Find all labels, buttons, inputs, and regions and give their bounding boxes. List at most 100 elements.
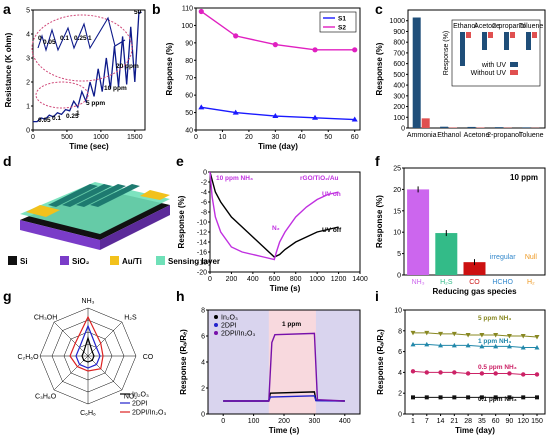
radar-axis-label: NO₂ (124, 394, 138, 401)
data-point (520, 334, 526, 339)
legend-swatch (156, 256, 165, 265)
radar-axis (53, 355, 89, 391)
legend-swatch (214, 331, 218, 335)
data-point (452, 370, 457, 375)
y-tick-label: -8 (201, 210, 207, 217)
legend-swatch (214, 315, 218, 319)
x-tick-label: 100 (248, 418, 260, 425)
electrode-finger (90, 184, 140, 207)
y-tick-label: 90 (185, 40, 193, 47)
legend-label: with UV (481, 62, 506, 69)
radar-axis-label: CO (143, 354, 154, 361)
y-tick-label: -6 (201, 200, 207, 207)
y-axis-label: Response (Rₐ/Rₑ) (179, 329, 188, 395)
panel-label-d: d (3, 153, 12, 169)
y-tick-label: 10 (393, 230, 401, 237)
category-label: H₂S (440, 279, 453, 286)
x-tick-label: 600 (268, 276, 280, 283)
y-tick-label: 8 (201, 308, 205, 315)
y-tick-label: 60 (185, 93, 193, 100)
legend-label: Si (20, 257, 28, 266)
y-tick-label: 0 (401, 126, 405, 133)
curve-annotation: N₂ (272, 225, 280, 232)
y-tick-label: -4 (201, 190, 207, 197)
series-label: 0.1 ppm NH₃ (478, 396, 517, 403)
category-label: Ammonia (407, 132, 437, 139)
panel-label-e: e (176, 153, 184, 169)
inset-category: Acetone (474, 23, 500, 30)
legend-label: 2DPI (132, 401, 148, 408)
y-tick-label: 20 (393, 187, 401, 194)
series-line-UV on (209, 171, 339, 261)
radar-axis-label: C₆H₆ (80, 410, 96, 417)
y-tick-label: 500 (393, 72, 405, 79)
x-tick-label: 90 (506, 418, 514, 425)
panel-label-a: a (3, 1, 11, 17)
legend-swatch (8, 256, 17, 265)
data-point (312, 114, 319, 120)
curve-annotation: 0.25 (66, 113, 79, 120)
radar-axis (53, 321, 89, 357)
radar-axis-label: C₂H₆O (17, 354, 39, 361)
y-tick-label: -16 (197, 250, 207, 257)
curve-annotation: 10 ppm (104, 85, 127, 92)
panel-c: 0 100 200 300 400 500 600 700 800 900 1000 Response… (375, 9, 546, 139)
panel-e: 0 200 400 600 800 1000 1200 1400 0 -2 -4 -6 -8 -10 -12… (177, 170, 368, 294)
radar-axis (87, 355, 123, 391)
y-tick-label: 400 (393, 83, 405, 90)
sio2-side (100, 205, 170, 250)
x-tick-label: 50 (324, 134, 332, 141)
y-tick-label: 2 (26, 80, 30, 87)
y-tick-label: 3 (26, 56, 30, 63)
x-tick-label: 0 (194, 134, 198, 141)
data-point (438, 331, 444, 337)
y-axis-label: Resistance (K ohm) (4, 32, 13, 107)
y-tick-label: 2 (201, 386, 205, 393)
data-point (410, 341, 416, 347)
data-point (465, 332, 471, 338)
y-tick-label: 1 (26, 104, 30, 111)
data-point (507, 371, 512, 376)
data-point (534, 372, 540, 377)
data-point (410, 369, 416, 374)
data-point (493, 395, 498, 400)
category-label: CO (469, 279, 480, 286)
legend-label: In₂O₃ (221, 315, 238, 322)
data-point (507, 395, 512, 400)
legend-label: Sensing layer (168, 257, 220, 266)
y-tick-label: 15 (393, 208, 401, 215)
y-tick-label: 200 (393, 104, 405, 111)
data-point (424, 330, 430, 336)
radar-axis-label: CH₃OH (34, 314, 57, 321)
data-point (352, 47, 358, 53)
x-axis-label: Time (s) (269, 426, 300, 435)
exposure-label: 1 ppm (282, 321, 301, 328)
category-label: Acetone (464, 132, 490, 139)
curve-annotation: 5 ppm (86, 100, 105, 107)
inset-category: Toluene (519, 23, 544, 30)
inset-bar (504, 32, 509, 50)
data-point (424, 370, 429, 375)
data-point (198, 104, 205, 110)
series-line-2DPI/In₂O₃ (223, 332, 345, 402)
x-tick-label: 1200 (331, 276, 347, 283)
radar-axis-label: NH₃ (82, 298, 95, 305)
radar-series (75, 324, 101, 369)
y-axis-label: Response (%) (177, 195, 186, 248)
x-tick-label: 300 (309, 418, 321, 425)
y-tick-label: 700 (393, 50, 405, 57)
series-line-S2 (200, 10, 355, 51)
y-tick-label: 4 (201, 360, 205, 367)
bar-annotation: Null (525, 254, 538, 261)
y-tick-label: 50 (185, 110, 193, 117)
panel-label-g: g (3, 288, 12, 304)
category-label: NH₃ (412, 279, 425, 286)
y-tick-label: -2 (201, 180, 207, 187)
y-tick-label: 8 (398, 328, 402, 335)
inset-bar (460, 32, 465, 66)
x-tick-label: 800 (290, 276, 302, 283)
inset-label: 0 (38, 35, 42, 42)
panel-label-h: h (176, 288, 185, 304)
y-tick-label: 1000 (389, 18, 405, 25)
data-point (424, 341, 430, 347)
